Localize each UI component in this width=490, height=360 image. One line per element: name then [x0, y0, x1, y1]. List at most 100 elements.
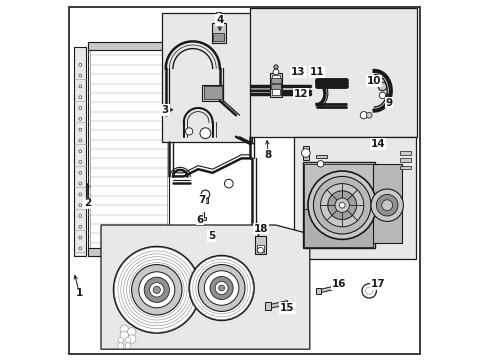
Circle shape [149, 283, 164, 297]
Text: 17: 17 [371, 279, 386, 289]
Circle shape [79, 63, 82, 66]
Text: 4: 4 [216, 15, 223, 25]
Text: 9: 9 [386, 98, 392, 108]
Circle shape [139, 272, 175, 308]
Circle shape [153, 286, 160, 293]
Circle shape [79, 204, 82, 207]
Bar [255, 236, 266, 254]
Circle shape [189, 256, 254, 320]
Text: 11: 11 [310, 67, 324, 77]
Circle shape [79, 225, 82, 228]
Circle shape [382, 200, 392, 211]
Circle shape [79, 139, 82, 142]
Circle shape [79, 171, 82, 174]
Text: 10: 10 [367, 76, 381, 86]
Bar [202, 85, 223, 101]
Circle shape [379, 92, 386, 99]
Bar [303, 162, 374, 248]
Text: 16: 16 [332, 279, 346, 289]
Circle shape [366, 287, 373, 294]
Circle shape [328, 191, 357, 220]
Circle shape [118, 343, 123, 348]
Bar [88, 45, 169, 256]
Circle shape [79, 74, 82, 77]
Polygon shape [101, 225, 310, 349]
Text: 14: 14 [371, 139, 386, 149]
Polygon shape [317, 287, 333, 293]
Bar [88, 248, 169, 256]
Circle shape [301, 149, 310, 157]
Circle shape [219, 285, 224, 291]
Circle shape [186, 128, 193, 135]
Bar [270, 73, 282, 97]
Text: 12: 12 [294, 89, 308, 99]
Circle shape [120, 325, 129, 334]
Text: 18: 18 [254, 224, 269, 234]
Bar [400, 151, 411, 155]
Circle shape [320, 184, 364, 227]
Circle shape [144, 277, 170, 302]
Circle shape [132, 265, 182, 315]
Circle shape [210, 276, 233, 300]
Circle shape [204, 271, 239, 305]
Circle shape [314, 176, 371, 234]
Circle shape [79, 215, 82, 217]
Circle shape [308, 171, 376, 239]
Text: 1: 1 [76, 288, 83, 298]
Circle shape [79, 128, 82, 131]
Circle shape [79, 85, 82, 88]
Bar [257, 245, 265, 252]
Bar [400, 158, 411, 162]
Circle shape [79, 117, 82, 120]
Circle shape [318, 161, 324, 167]
Circle shape [362, 284, 376, 298]
Circle shape [125, 343, 131, 348]
Circle shape [79, 182, 82, 185]
Text: 6: 6 [196, 215, 204, 225]
Circle shape [274, 65, 278, 69]
Bar [90, 47, 167, 254]
Bar [203, 198, 208, 203]
Bar [212, 23, 225, 43]
Bar [88, 42, 169, 50]
Circle shape [79, 193, 82, 196]
Circle shape [79, 247, 82, 250]
Circle shape [371, 189, 403, 221]
Polygon shape [267, 301, 288, 309]
Bar [202, 194, 208, 203]
Text: 2: 2 [84, 198, 91, 208]
Bar [162, 13, 252, 142]
Circle shape [127, 328, 136, 336]
Circle shape [198, 265, 245, 311]
Circle shape [127, 335, 136, 343]
Circle shape [79, 96, 82, 99]
Circle shape [367, 112, 372, 118]
Circle shape [79, 150, 82, 153]
Bar [272, 75, 280, 95]
Circle shape [79, 236, 82, 239]
Bar [204, 86, 221, 99]
Circle shape [79, 107, 82, 109]
Bar [316, 155, 327, 158]
Polygon shape [294, 137, 416, 259]
Bar [304, 164, 373, 209]
Circle shape [114, 247, 200, 333]
Circle shape [120, 331, 129, 340]
Circle shape [339, 202, 345, 208]
Text: 7: 7 [198, 195, 205, 205]
Bar [216, 12, 221, 18]
Circle shape [360, 112, 368, 119]
Bar [271, 78, 281, 83]
Bar [373, 164, 402, 243]
Circle shape [224, 179, 233, 188]
Text: 15: 15 [280, 303, 294, 313]
Circle shape [258, 247, 263, 253]
Text: 8: 8 [265, 150, 272, 160]
Bar [400, 166, 411, 169]
Circle shape [200, 128, 211, 139]
Text: 13: 13 [291, 67, 306, 77]
Bar [271, 84, 281, 89]
Bar [250, 8, 416, 137]
Circle shape [376, 194, 398, 216]
Circle shape [273, 69, 279, 75]
